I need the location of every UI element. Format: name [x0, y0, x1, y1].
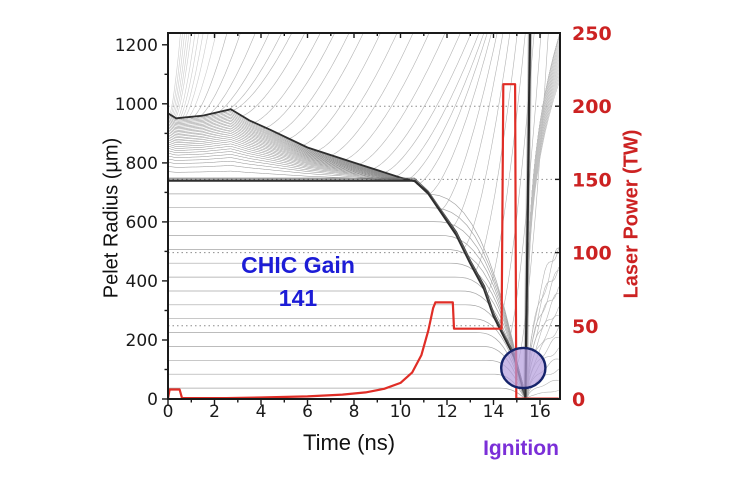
- y-right-tick-label: 200: [572, 96, 612, 118]
- gain-annotation-line1: CHIC Gain: [241, 252, 355, 278]
- y-right-tick-label: 50: [572, 316, 598, 338]
- x-tick-label: 4: [256, 402, 267, 422]
- x-tick-label: 8: [349, 402, 360, 422]
- y-left-tick-label: 1000: [115, 95, 158, 115]
- x-tick-label: 2: [209, 402, 220, 422]
- axis-ticks: [162, 32, 560, 405]
- y-right-tick-label: 150: [572, 169, 612, 191]
- x-tick-label: 10: [390, 402, 412, 422]
- x-tick-label: 16: [529, 402, 551, 422]
- ignition-ellipse: [499, 346, 547, 390]
- y-right-tick-label: 100: [572, 243, 612, 265]
- y-right-tick-label: 250: [572, 23, 612, 45]
- x-tick-label: 6: [302, 402, 313, 422]
- y-right-tick-label: 0: [572, 389, 585, 411]
- ablator-shell-trajectories: [168, 33, 560, 399]
- plot-frame: [167, 32, 561, 400]
- y-right-axis-title: Laser Power (TW): [620, 129, 643, 299]
- y-left-tick-label: 800: [126, 154, 158, 174]
- x-tick-label: 0: [163, 402, 174, 422]
- y-left-tick-label: 200: [126, 331, 158, 351]
- gain-annotation-line2: 141: [278, 285, 318, 311]
- x-axis-title: Time (ns): [302, 430, 396, 455]
- stagnation-front-line: [523, 33, 533, 399]
- y-left-tick-label: 600: [126, 213, 158, 233]
- ignition-label: Ignition: [483, 437, 559, 460]
- y-left-axis-title: Pelet Radius (µm): [100, 137, 123, 299]
- x-tick-label: 12: [436, 402, 458, 422]
- y-left-tick-label: 1200: [115, 36, 158, 56]
- y-left-tick-label: 0: [147, 390, 158, 410]
- tick-labels: 0 2 4 6 8 10 12 14 16 0 200 400 600 800 1000 1200 0 50 100…: [115, 23, 612, 422]
- y-left-tick-label: 400: [126, 272, 158, 292]
- x-tick-label: 14: [483, 402, 505, 422]
- gain-annotation: CHIC Gain 141: [241, 249, 355, 315]
